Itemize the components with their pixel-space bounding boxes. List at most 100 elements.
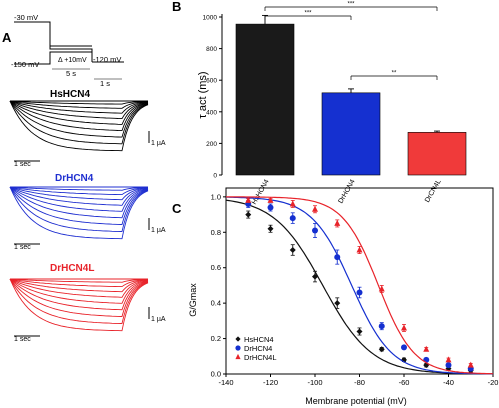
activation-marks (225, 196, 493, 375)
data-point-circle (356, 289, 363, 296)
bar-y-tick-label: 0 (213, 173, 217, 180)
data-point-triangle (445, 356, 452, 363)
activation-y-tick-label: 0.0 (211, 370, 221, 379)
bar-y-tick-label: 800 (206, 46, 217, 53)
data-point-diamond (267, 225, 274, 232)
trace-title-hshcn4: HsHCN4 (50, 89, 90, 100)
scale-time-hshcn4: 1 sec (14, 161, 31, 168)
bar (407, 132, 467, 176)
data-point-diamond (334, 300, 341, 307)
data-point-triangle (312, 205, 318, 212)
current-trace (9, 186, 149, 212)
trace-panel-drhcn4: DrHCN4 1 sec 1 µA (9, 173, 166, 251)
trace-title-drhcn4l: DrHCN4L (50, 263, 94, 274)
current-trace (9, 186, 149, 206)
current-trace (9, 100, 149, 105)
data-point-triangle (401, 324, 407, 331)
current-trace (9, 278, 149, 332)
data-point-diamond (378, 346, 385, 353)
trace-panel-drhcn4l: DrHCN4L 1 sec 1 µA (9, 263, 166, 343)
current-trace (9, 186, 149, 196)
activation-y-tick-label: 1.0 (211, 192, 221, 201)
bar-y-tick-label: 600 (206, 78, 217, 85)
activation-y-tick-label: 0.6 (211, 263, 221, 272)
current-trace (9, 186, 149, 232)
scale-current-hshcn4: 1 µA (151, 140, 166, 147)
data-point-circle (289, 215, 296, 222)
current-trace (9, 100, 149, 114)
bar-y-tick-label: 1000 (203, 15, 218, 22)
activation-y-tick-label: 0.4 (211, 299, 221, 308)
significance-label: ** (392, 71, 397, 77)
data-point-circle (401, 344, 407, 351)
activation-x-axis-label: Membrane potential (mV) (305, 396, 407, 406)
data-point-circle (235, 345, 241, 351)
trace-title-drhcn4: DrHCN4 (55, 173, 94, 184)
activation-x-tick-label: -60 (399, 378, 410, 387)
significance-label: *** (304, 11, 312, 17)
data-point-triangle (378, 285, 385, 292)
legend-label-drhcn4: DrHCN4 (244, 344, 272, 353)
protocol-lines (14, 21, 124, 80)
current-trace (9, 278, 149, 293)
data-point-triangle (467, 361, 474, 368)
bar-category-label: DrCN4L (424, 178, 443, 203)
bar (321, 92, 381, 176)
protocol-step: Δ +10mV (58, 57, 87, 64)
current-trace (9, 100, 149, 132)
data-point-triangle (334, 219, 341, 226)
current-trace (9, 278, 149, 304)
current-trace (9, 278, 149, 288)
trace-curves-hshcn4 (9, 100, 149, 152)
activation-x-tick-label: -100 (307, 378, 322, 387)
current-trace (9, 186, 149, 191)
panel-label-c: C (172, 201, 182, 216)
protocol-line (14, 51, 92, 65)
data-point-diamond (235, 336, 241, 342)
bar-y-axis-label: τ act (ms) (197, 71, 209, 118)
activation-x-tick-label: -40 (443, 378, 454, 387)
bar-axes: 0 200 400 600 800 1000 (203, 14, 223, 180)
current-trace (9, 278, 149, 283)
current-trace (9, 186, 149, 240)
bar-category-label: HsHCN4 (251, 178, 271, 206)
current-trace (9, 100, 149, 138)
bar-y-tick-label: 200 (206, 141, 217, 148)
scale-current-drhcn4: 1 µA (151, 227, 166, 234)
data-point-triangle (235, 353, 241, 360)
trace-curves-drhcn4 (9, 186, 149, 240)
panel-label-b: B (172, 0, 181, 14)
current-trace (9, 100, 149, 120)
current-trace (9, 186, 149, 225)
data-point-triangle (245, 196, 252, 203)
protocol-hold-top: -30 mV (14, 13, 38, 22)
current-trace (9, 278, 149, 298)
current-trace (9, 186, 149, 219)
data-point-diamond (245, 211, 252, 218)
data-point-diamond (289, 247, 296, 253)
activation-y-tick-label: 0.2 (211, 334, 221, 343)
data-point-diamond (356, 328, 363, 335)
data-point-triangle (289, 200, 296, 207)
legend-label-drhcn4l: DrHCN4L (244, 353, 277, 362)
data-point-circle (267, 204, 274, 211)
legend-label-hshcn4: HsHCN4 (244, 335, 274, 344)
trace-curves-drhcn4l (9, 278, 149, 332)
scale-time-drhcn4: 1 sec (14, 244, 31, 251)
current-trace (9, 100, 149, 145)
data-point-circle (312, 227, 318, 234)
bar (235, 23, 295, 176)
current-trace (9, 278, 149, 324)
data-point-circle (334, 254, 341, 261)
current-trace (9, 278, 149, 317)
current-trace (9, 278, 149, 311)
activation-y-tick-label: 0.8 (211, 228, 221, 237)
activation-axes: -140 -120 -100 -80 -60 -40 -20 0.0 0.2 0.4 0.6 0.8 1… (211, 187, 498, 387)
data-point-triangle (423, 345, 430, 352)
activation-x-tick-label: -120 (263, 378, 278, 387)
protocol-tail: -120 mV (93, 55, 121, 64)
data-point-circle (378, 323, 385, 330)
activation-x-tick-label: -140 (218, 378, 233, 387)
